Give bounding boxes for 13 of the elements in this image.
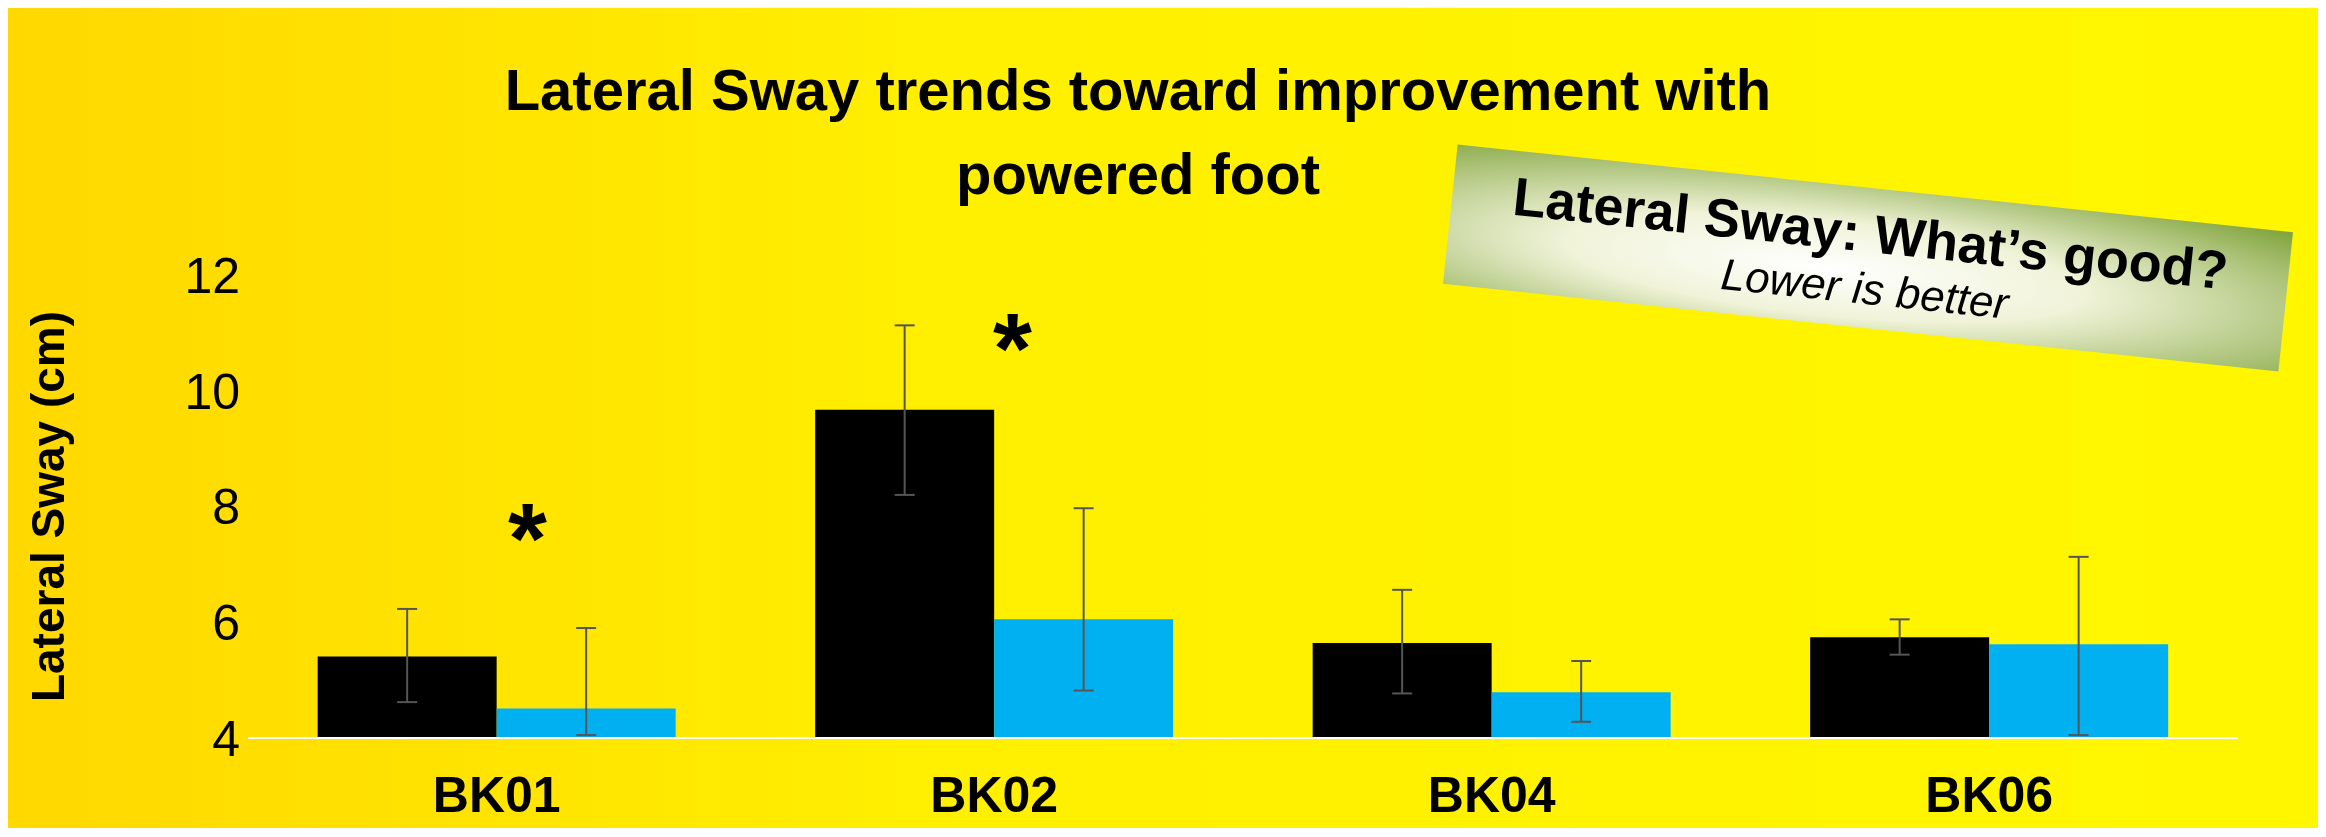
note-box: Lateral Sway: What’s good? Lower is better xyxy=(1443,144,2293,372)
annotation: * xyxy=(993,292,1032,404)
x-tick-label: BK06 xyxy=(1925,766,2054,823)
x-tick-label: BK04 xyxy=(1427,766,1556,823)
y-axis-title: Lateral Sway (cm) xyxy=(22,310,75,703)
x-tick-label: BK02 xyxy=(930,766,1059,823)
x-tick-label: BK01 xyxy=(432,766,561,823)
y-tick-label: 8 xyxy=(212,479,240,536)
y-tick-label: 12 xyxy=(184,247,240,304)
y-tick-label: 6 xyxy=(212,595,240,651)
annotation: * xyxy=(508,482,547,594)
y-tick-label: 10 xyxy=(184,363,240,420)
y-tick-label: 4 xyxy=(212,710,240,767)
